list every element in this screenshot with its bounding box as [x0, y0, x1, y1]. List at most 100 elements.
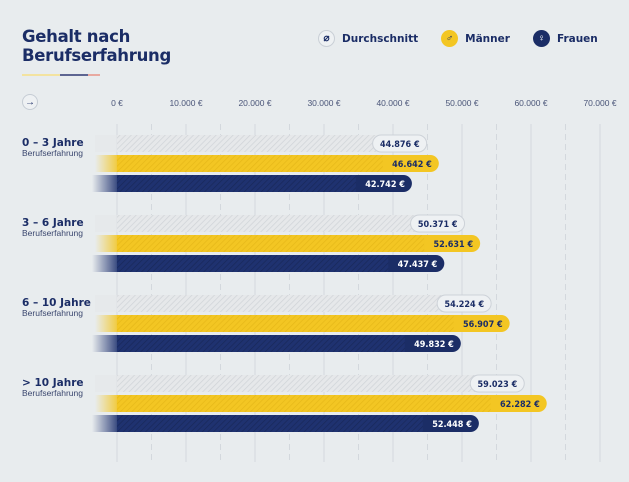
bar-fade	[95, 215, 119, 232]
bar-fade	[95, 375, 119, 392]
x-axis-ticks: 0 € 10.000 € 20.000 € 30.000 € 40.000 € 50.00…	[111, 98, 617, 108]
value-pill	[453, 315, 510, 332]
legend-label-women: Frauen	[556, 32, 598, 45]
bar-men[interactable]: 46.642 €	[95, 155, 439, 172]
value-pill-join	[404, 335, 415, 352]
bar-fade	[95, 315, 121, 332]
value-pill-join	[422, 415, 433, 432]
value-label: 44.876 €	[380, 140, 420, 150]
value-pill	[469, 374, 525, 393]
value-pill-join	[382, 155, 393, 172]
bar-fade	[95, 235, 121, 252]
value-pill	[404, 335, 461, 352]
underline-segment-yellow	[22, 74, 60, 76]
value-label: 42.742 €	[365, 180, 405, 190]
bar-women[interactable]: 42.742 €	[92, 175, 412, 192]
bar-body	[117, 295, 446, 312]
bar-fade	[92, 335, 121, 352]
value-label: 62.282 €	[500, 400, 540, 410]
x-tick-label: 20.000 €	[238, 98, 271, 108]
bar-fade	[95, 155, 121, 172]
bar-avg[interactable]: 59.023 €	[95, 374, 525, 393]
chart-title: Gehalt nach Berufserfahrung	[22, 27, 171, 65]
bar-avg[interactable]: 50.371 €	[95, 214, 466, 233]
bar-body	[117, 215, 419, 232]
bar-body	[117, 135, 381, 152]
arrow-right-icon: →	[25, 96, 35, 108]
category-title: 6 – 10 Jahre	[22, 297, 91, 309]
underline-segment-blue	[60, 74, 88, 76]
value-label: 46.642 €	[392, 160, 432, 170]
bar-body	[117, 255, 397, 272]
x-tick-label: 0 €	[111, 98, 123, 108]
legend-label-men: Männer	[465, 32, 510, 45]
value-label: 54.224 €	[444, 300, 484, 310]
bar-fade	[95, 295, 119, 312]
bar-body	[117, 415, 431, 432]
bar-avg[interactable]: 54.224 €	[95, 294, 492, 313]
x-tick-label: 60.000 €	[514, 98, 547, 108]
category-subtitle: Berufserfahrung	[22, 308, 83, 318]
title-underline	[22, 74, 102, 76]
value-label: 59.023 €	[478, 380, 518, 390]
value-label: 52.631 €	[433, 240, 473, 250]
value-pill	[372, 134, 428, 153]
bar-women[interactable]: 47.437 €	[92, 255, 445, 272]
category-subtitle: Berufserfahrung	[22, 228, 83, 238]
x-tick-label: 10.000 €	[169, 98, 202, 108]
bars: 44.876 € 46.642 € 42.742 € 50.371 € 52.631 €…	[92, 134, 547, 432]
value-pill	[355, 175, 412, 192]
category-subtitle: Berufserfahrung	[22, 148, 83, 158]
value-pill-join	[453, 315, 464, 332]
category-title: 3 – 6 Jahre	[22, 217, 84, 229]
value-label: 56.907 €	[463, 320, 503, 330]
value-pill	[388, 255, 445, 272]
value-pill	[422, 415, 479, 432]
value-pill	[490, 395, 547, 412]
category-title: > 10 Jahre	[22, 377, 84, 389]
bar-body	[117, 315, 462, 332]
bar-fade	[95, 395, 121, 412]
value-pill	[436, 294, 492, 313]
bar-men[interactable]: 52.631 €	[95, 235, 481, 252]
value-pill-join	[424, 235, 435, 252]
bar-fade	[92, 175, 121, 192]
bar-body	[117, 395, 499, 412]
value-pill	[410, 214, 466, 233]
average-icon: ⌀	[318, 30, 335, 47]
x-tick-label: 40.000 €	[376, 98, 409, 108]
value-pill-join	[355, 175, 366, 192]
bar-fade	[95, 135, 119, 152]
bar-men[interactable]: 62.282 €	[95, 395, 547, 412]
category-title: 0 – 3 Jahre	[22, 137, 84, 149]
legend-item-average[interactable]: ⌀ Durchschnitt	[318, 30, 418, 47]
x-tick-label: 30.000 €	[307, 98, 340, 108]
value-label: 47.437 €	[398, 260, 438, 270]
scroll-arrow-button[interactable]: →	[22, 94, 38, 110]
category-subtitle: Berufserfahrung	[22, 388, 83, 398]
bar-fade	[92, 255, 121, 272]
bar-avg[interactable]: 44.876 €	[95, 134, 428, 153]
value-pill-join	[388, 255, 399, 272]
legend-label-average: Durchschnitt	[342, 32, 419, 45]
bar-fade	[92, 415, 121, 432]
female-icon: ♀	[532, 30, 550, 47]
bar-body	[117, 335, 413, 352]
value-label: 49.832 €	[414, 340, 454, 350]
value-label: 52.448 €	[432, 420, 472, 430]
x-tick-label: 50.000 €	[445, 98, 478, 108]
bar-body	[117, 175, 364, 192]
bar-women[interactable]: 52.448 €	[92, 415, 479, 432]
value-pill	[424, 235, 481, 252]
legend-item-women[interactable]: ♀ Frauen	[532, 30, 598, 47]
bar-body	[117, 155, 391, 172]
chart-title-line2: Berufserfahrung	[22, 46, 171, 65]
legend-item-men[interactable]: ♂ Männer	[441, 30, 510, 47]
bar-men[interactable]: 56.907 €	[95, 315, 510, 332]
x-tick-label: 70.000 €	[583, 98, 616, 108]
bar-women[interactable]: 49.832 €	[92, 335, 461, 352]
value-pill-join	[490, 395, 501, 412]
value-pill	[382, 155, 439, 172]
